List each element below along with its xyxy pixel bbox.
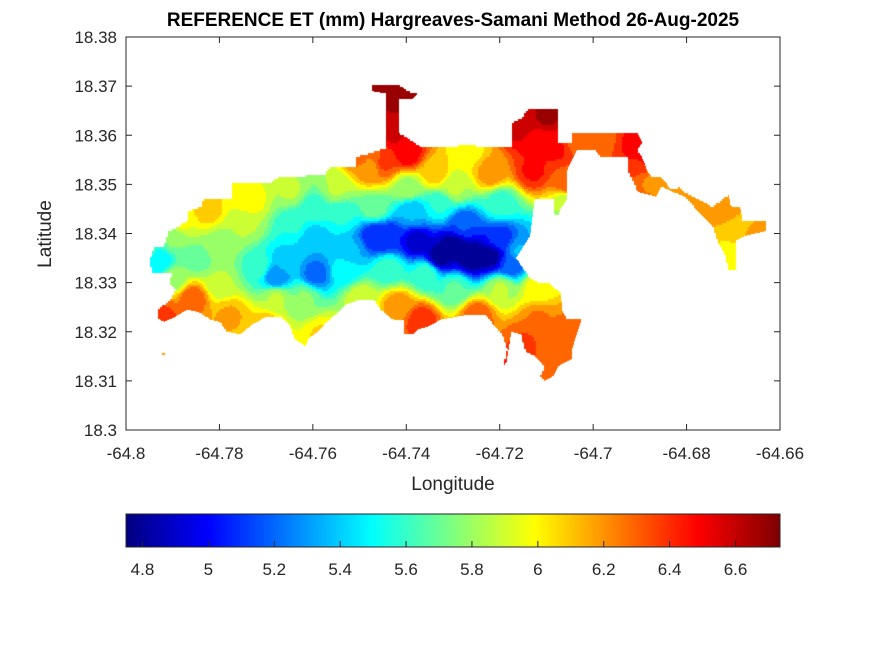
plot-area [126,37,780,430]
x-tick-label: -64.68 [662,444,710,463]
y-axis-label: Latitude [35,200,56,268]
y-tick-label: 18.32 [74,323,117,342]
colorbar-tick-label: 5.8 [460,560,484,579]
colorbar-tick-label: 6.6 [724,560,748,579]
et-heatmap [126,37,780,430]
y-tick-label: 18.38 [74,28,117,47]
y-tick-label: 18.35 [74,175,117,194]
x-tick-label: -64.74 [382,444,430,463]
x-tick-label: -64.7 [574,444,613,463]
colorbar-box [125,513,781,548]
colorbar-tick-label: 6.2 [592,560,616,579]
colorbar-tick-label: 4.8 [131,560,155,579]
colorbar-tick-label: 5.4 [328,560,352,579]
x-axis: -64.8 -64.78 -64.76 -64.74 -64.72 -64.7 -64.68… [107,37,804,463]
y-axis: 18.3 18.31 18.32 18.33 18.34 18.35 18.36 18.37 1… [74,28,780,440]
colorbar-axis: 4.8 5 5.2 5.4 5.6 5.8 6 6.2 6.4 6.6 [131,541,748,579]
y-tick-label: 18.33 [74,274,117,293]
x-axis-label: Longitude [411,474,494,495]
colorbar-gradient [126,514,780,547]
y-tick-label: 18.34 [74,225,117,244]
chart-title: REFERENCE ET (mm) Hargreaves-Samani Meth… [167,10,740,31]
colorbar-tick-label: 5.2 [262,560,286,579]
x-tick-label: -64.8 [107,444,146,463]
colorbar-tick-label: 5.6 [394,560,418,579]
x-tick-label: -64.72 [476,444,524,463]
x-tick-label: -64.66 [756,444,804,463]
x-tick-label: -64.76 [289,444,337,463]
colorbar-tick-label: 6 [533,560,542,579]
y-tick-label: 18.37 [74,77,117,96]
y-tick-label: 18.3 [84,421,117,440]
colorbar [126,514,780,547]
y-tick-label: 18.31 [74,372,117,391]
x-tick-label: -64.78 [195,444,243,463]
colorbar-tick-label: 6.4 [658,560,682,579]
colorbar-tick-label: 5 [204,560,213,579]
y-tick-label: 18.36 [74,126,117,145]
